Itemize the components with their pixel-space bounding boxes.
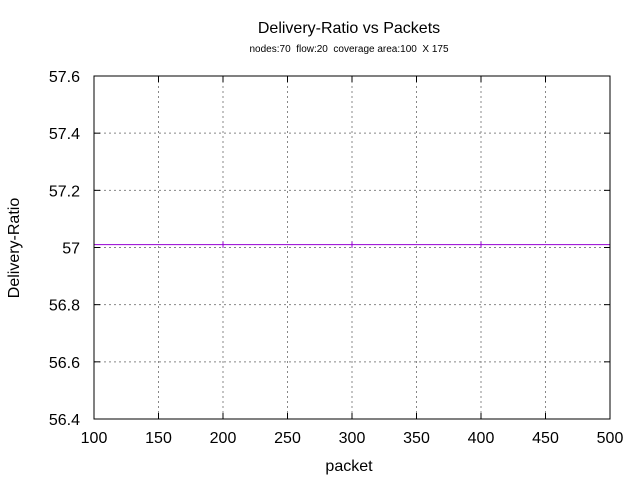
x-tick-label: 100 — [81, 430, 108, 447]
series-layer — [93, 241, 611, 248]
y-tick-label: 56.6 — [49, 355, 80, 372]
x-tick-label: 200 — [210, 430, 237, 447]
chart-subtitle: nodes:70 flow:20 coverage area:100 X 175 — [249, 44, 448, 55]
x-axis-label: packet — [325, 458, 373, 475]
y-tick-label: 57.2 — [49, 183, 80, 200]
y-tick-label: 56.4 — [49, 412, 80, 429]
x-tick-label: 500 — [597, 430, 624, 447]
x-tick-label: 150 — [145, 430, 172, 447]
x-tick-label: 250 — [274, 430, 301, 447]
y-tick-label: 57.6 — [49, 69, 80, 86]
chart-title: Delivery-Ratio vs Packets — [258, 20, 440, 37]
x-tick-label: 450 — [532, 430, 559, 447]
x-tick-label: 400 — [468, 430, 495, 447]
ticks: 100 150 200 250 300 350 400 450 500 56.4 56.6 56.8 5… — [49, 69, 624, 447]
x-tick-label: 350 — [403, 430, 430, 447]
x-tick-label: 300 — [339, 430, 366, 447]
y-tick-label: 56.8 — [49, 298, 80, 315]
y-axis-label: Delivery-Ratio — [6, 198, 23, 299]
y-tick-label: 57 — [62, 241, 80, 258]
y-tick-label: 57.4 — [49, 126, 80, 143]
